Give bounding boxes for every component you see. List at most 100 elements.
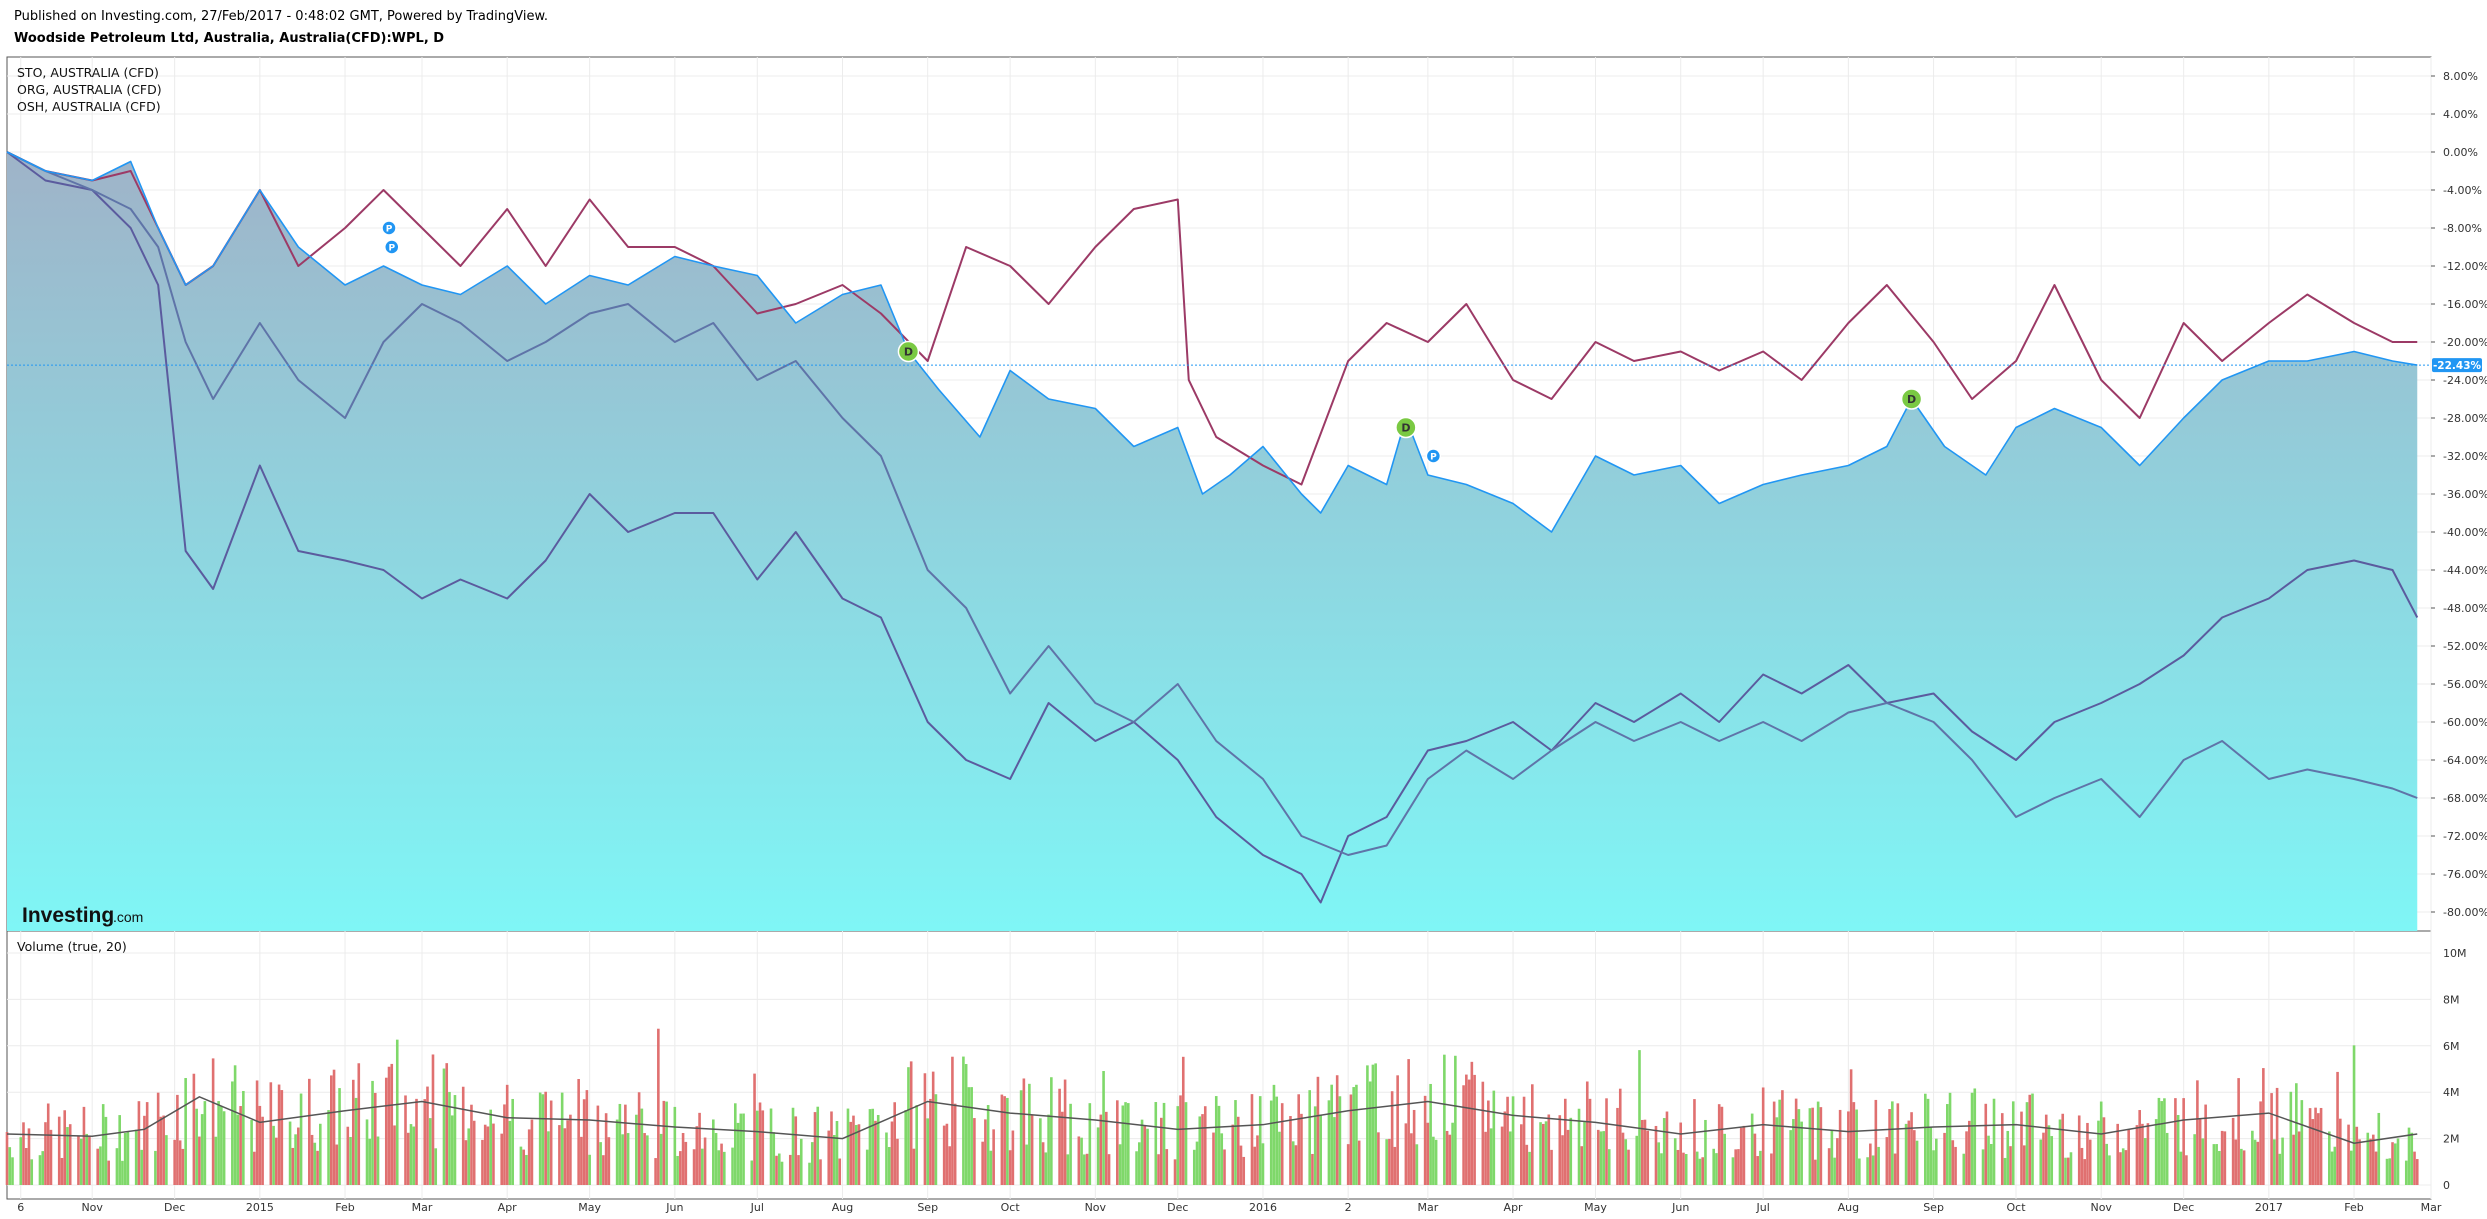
volume-bar: [481, 1139, 484, 1185]
dividend-marker[interactable]: D: [1900, 388, 1923, 410]
volume-bar: [176, 1094, 179, 1185]
volume-bar: [1393, 1146, 1397, 1185]
volume-bar: [566, 1120, 569, 1185]
volume-bar: [1140, 1119, 1144, 1185]
volume-bar: [1558, 1115, 1562, 1185]
volume-bar: [1954, 1146, 1957, 1185]
volume-bar: [973, 1118, 976, 1185]
volume-bar: [2215, 1144, 2218, 1185]
x-tick-label: Nov: [2090, 1201, 2112, 1214]
volume-bar: [1577, 1108, 1581, 1185]
volume-bar: [967, 1087, 971, 1185]
volume-bar: [750, 1160, 754, 1185]
dividend-marker[interactable]: D: [1395, 416, 1417, 439]
volume-bar: [30, 1159, 34, 1185]
volume-bar: [1679, 1122, 1683, 1185]
volume-bar: [233, 1065, 237, 1185]
volume-bar: [794, 1116, 798, 1185]
volume-bar: [2237, 1078, 2240, 1185]
volume-bar: [1547, 1114, 1551, 1185]
volume-bar: [607, 1137, 611, 1185]
volume-bar: [1212, 1132, 1215, 1185]
y-tick-label: -52.00%: [2443, 640, 2487, 653]
volume-bar: [2198, 1119, 2202, 1185]
volume-bar: [1154, 1102, 1158, 1185]
volume-bar: [1962, 1153, 1966, 1185]
volume-bar: [126, 1131, 130, 1185]
volume-bar: [2355, 1126, 2359, 1185]
volume-bar: [1509, 1131, 1512, 1185]
volume-bar: [1261, 1143, 1265, 1185]
volume-bar: [896, 1138, 899, 1185]
volume-bar: [659, 1133, 663, 1185]
volume-bar: [604, 1113, 608, 1185]
volume-bar: [1989, 1143, 1993, 1185]
x-tick-label: May: [1584, 1201, 1607, 1214]
volume-bar: [313, 1142, 317, 1185]
p-event-marker[interactable]: P: [1425, 448, 1442, 464]
volume-bar: [38, 1155, 42, 1185]
area-layer: [7, 152, 2418, 931]
volume-bar: [791, 1107, 795, 1185]
volume-bar: [1627, 1149, 1630, 1185]
volume-bar: [1357, 1140, 1361, 1185]
volume-bar: [2388, 1158, 2392, 1185]
volume-bar: [2311, 1119, 2315, 1185]
volume-bar: [351, 1079, 355, 1185]
volume-bar: [505, 1084, 509, 1185]
volume-bar: [1319, 1114, 1322, 1185]
volume-bar: [1184, 1102, 1188, 1185]
volume-bar: [2404, 1160, 2408, 1185]
volume-bar: [865, 1149, 869, 1185]
volume-bar: [1539, 1122, 1542, 1185]
volume-bar: [390, 1063, 394, 1185]
volume-bar: [1973, 1088, 1977, 1185]
volume-bar: [1616, 1107, 1619, 1185]
volume-bar: [909, 1061, 913, 1185]
volume-bar: [393, 1125, 396, 1185]
volume-bar: [1297, 1094, 1301, 1185]
x-tick-label: May: [578, 1201, 601, 1214]
volume-bar: [2371, 1134, 2375, 1185]
y-tick-label: -56.00%: [2443, 678, 2487, 691]
volume-bar: [1346, 1144, 1350, 1185]
p-event-marker[interactable]: P: [381, 220, 397, 236]
volume-bar: [1338, 1096, 1342, 1185]
volume-bar: [2042, 1132, 2045, 1185]
volume-bar: [945, 1123, 949, 1185]
volume-bar: [1792, 1119, 1795, 1185]
marker-letter: P: [1430, 453, 1437, 463]
volume-bar: [442, 1068, 446, 1185]
volume-bar: [1231, 1124, 1235, 1185]
y-tick-label: 0.00%: [2443, 146, 2478, 159]
volume-bar: [82, 1106, 86, 1185]
volume-bar: [2218, 1150, 2221, 1185]
volume-bar: [2146, 1123, 2150, 1185]
x-tick-label: 2017: [2255, 1201, 2283, 1214]
volume-bar: [1069, 1103, 1072, 1185]
volume-bar: [1731, 1157, 1735, 1185]
volume-bar: [1588, 1098, 1592, 1185]
volume-bar: [2176, 1115, 2180, 1185]
volume-bar: [1712, 1148, 1715, 1185]
volume-bar: [137, 1101, 141, 1185]
volume-bar: [428, 1118, 432, 1185]
volume-bar: [426, 1086, 429, 1185]
dividend-marker[interactable]: D: [897, 340, 920, 363]
volume-bar: [1698, 1158, 1702, 1185]
x-tick-label: Jun: [665, 1201, 683, 1214]
sto-line: [6, 151, 2419, 904]
volume-bar: [406, 1132, 410, 1185]
volume-bar: [1852, 1102, 1856, 1185]
volume-bar: [1885, 1137, 1889, 1185]
legend-item-osh: OSH, AUSTRALIA (CFD): [17, 99, 161, 114]
volume-bar: [1022, 1078, 1026, 1185]
x-tick-label: Mar: [2421, 1201, 2442, 1214]
volume-bar: [1432, 1136, 1435, 1185]
volume-bar: [1929, 1127, 1933, 1185]
volume-bar: [2069, 1152, 2073, 1185]
p-event-marker[interactable]: P: [384, 239, 400, 255]
volume-bar: [1599, 1131, 1603, 1185]
volume-bar: [1423, 1095, 1427, 1185]
